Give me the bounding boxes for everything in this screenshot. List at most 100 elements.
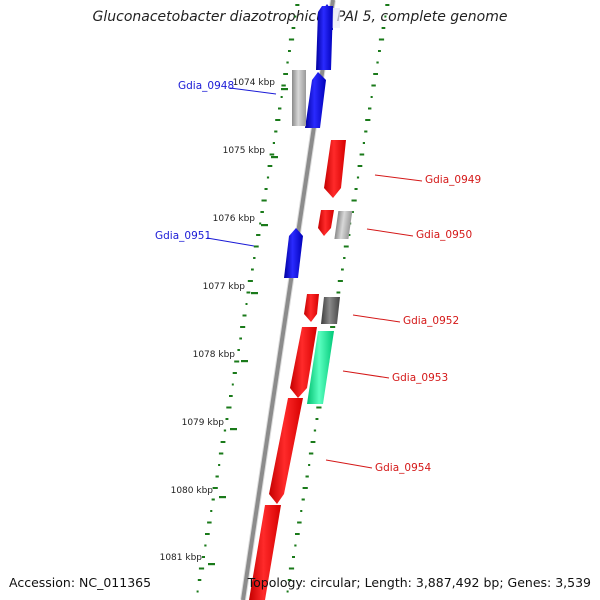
gc-dot [211,498,215,501]
kbp-tick [271,156,278,159]
gc-dot [343,245,349,248]
gc-dot [239,337,242,340]
leader-line [352,314,401,323]
tick-label: 1080 kbp [170,486,213,496]
gc-dot [336,291,341,294]
gc-dot [274,130,278,133]
gc-dot [316,406,322,409]
gene-label[interactable]: Gdia_0951 [155,230,212,242]
gc-dot [229,395,233,397]
gc-dot [272,142,275,144]
gene-label[interactable]: Gdia_0954 [375,462,432,474]
gc-dot [384,15,387,18]
gc-dot [286,61,289,64]
gene-grey-0948 [292,70,306,126]
gc-dot [368,107,372,110]
gc-dot [354,188,358,190]
gene-label[interactable]: Gdia_0948 [178,80,235,92]
gc-dot [371,84,376,87]
gene-gdia-0952[interactable] [304,294,319,322]
gc-dot [196,590,199,593]
gc-dot [234,360,240,363]
gene-gdia-0949[interactable] [324,140,346,198]
gc-dot [218,452,224,455]
tick-label: 1081 kbp [159,553,202,563]
gc-dot [269,153,275,156]
gc-dot [343,257,346,259]
gc-dot [232,372,237,374]
gene-red-1078[interactable] [290,327,317,398]
gene-gdia-0950[interactable] [318,210,334,236]
gc-dot [288,38,295,41]
gc-dot [197,579,202,581]
gc-dot [341,268,344,271]
gc-dot [337,280,343,282]
gc-dot [315,418,319,420]
kbp-tick [208,563,215,566]
leader-line [325,459,373,469]
gc-dot [275,119,281,121]
gc-dot [226,406,232,409]
gene-gdia-0948[interactable] [305,72,326,128]
gc-dot [286,590,289,593]
leader-line [206,237,255,247]
tick-label: 1078 kbp [192,350,235,360]
gc-dot [198,567,205,570]
gc-dot [365,119,371,121]
gc-dot [302,487,308,489]
gc-dot [212,487,218,489]
gc-dot [247,280,253,282]
gene-gdia-0951[interactable] [284,228,303,278]
gc-dot [204,544,207,547]
gc-dot [210,510,213,512]
gc-dot [260,211,264,213]
gc-dot [240,326,246,328]
gc-dot [259,222,262,225]
gc-dot [357,165,363,167]
gc-dot [310,441,316,443]
kbp-tick [281,88,288,91]
gc-dot [205,533,210,535]
gc-content-dots-inner [196,4,300,593]
gc-dot [202,556,205,558]
gc-dot [283,73,288,75]
gene-gdia-0948-upper[interactable] [316,6,333,70]
gc-dot [385,4,390,6]
gene-gdia-0954[interactable] [269,398,303,504]
gc-dot [294,544,297,547]
gc-dot [308,452,314,455]
gc-dot [295,533,300,535]
gc-dot [378,50,381,52]
gc-dot [300,510,303,512]
gene-label[interactable]: Gdia_0953 [392,372,449,384]
gene-label[interactable]: Gdia_0950 [416,229,473,241]
gc-dot [364,130,368,133]
gc-dot [330,326,336,328]
gc-dot [267,165,273,167]
gene-gdia-0953[interactable] [307,331,334,404]
map-title: Gluconacetobacter diazotrophicus PAI 5, … [92,9,508,25]
gc-dot [376,61,379,64]
gc-dot [356,176,360,179]
gc-dot [231,383,234,386]
gene-red-1081[interactable] [249,505,281,600]
gc-dot [218,464,221,466]
gc-dot [261,199,267,202]
gc-dot [301,498,305,501]
kbp-tick [219,496,226,499]
gc-dot [373,73,378,75]
gc-dot [308,464,311,466]
label-leader-lines [206,87,423,469]
gene-label[interactable]: Gdia_0949 [425,174,482,186]
gc-dot [287,579,292,581]
gc-dot [220,441,226,443]
gc-dot [370,96,373,98]
kbp-tick [241,360,248,363]
leader-line [342,370,390,379]
gene-label[interactable]: Gdia_0952 [403,315,460,327]
gc-dot [253,257,256,259]
tick-label: 1079 kbp [181,418,224,428]
gc-dot [288,567,295,570]
